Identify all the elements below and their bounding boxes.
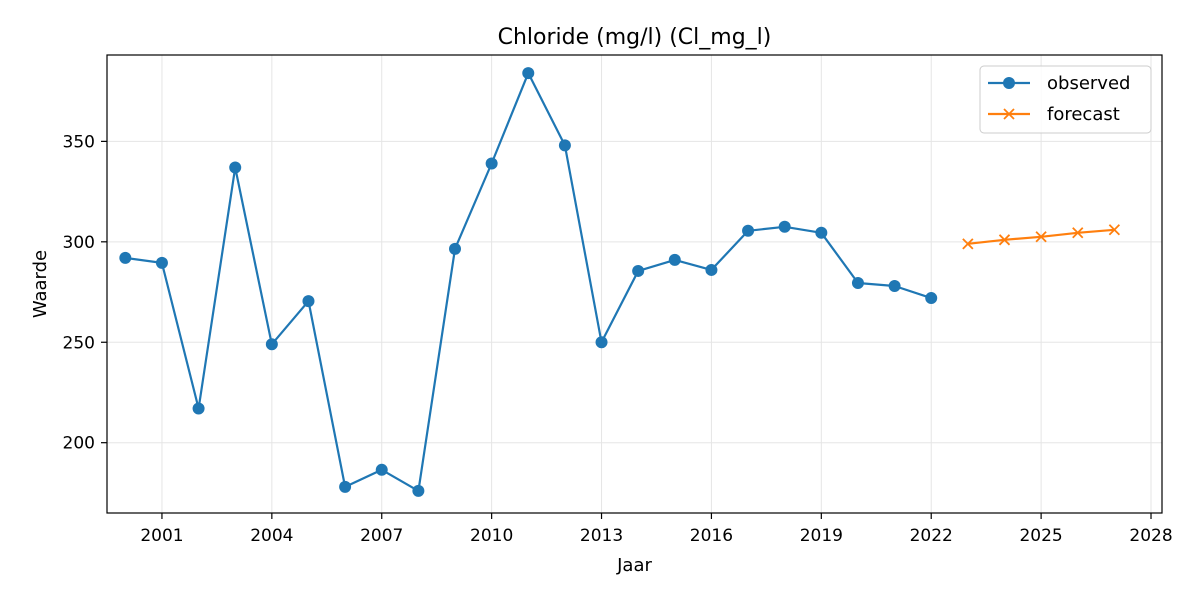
- x-marker-stroke: [1072, 227, 1084, 239]
- data-point-observed: [888, 280, 901, 293]
- data-point-observed: [815, 226, 828, 239]
- x-tick-label: 2022: [910, 526, 953, 546]
- x-tick-label: 2010: [470, 526, 513, 546]
- data-point-observed: [412, 484, 425, 497]
- data-point-observed: [595, 336, 608, 349]
- data-point-observed: [705, 263, 718, 276]
- data-point-observed: [375, 463, 388, 476]
- data-point-observed: [742, 224, 755, 237]
- x-tick-label: 2007: [360, 526, 403, 546]
- y-tick-label: 300: [63, 233, 95, 253]
- x-tick-label: 2025: [1019, 526, 1062, 546]
- legend: observed forecast: [979, 65, 1152, 134]
- data-point-observed: [339, 480, 352, 493]
- x-tick-label: 2001: [140, 526, 183, 546]
- data-point-observed: [302, 295, 315, 308]
- legend-item-forecast: forecast: [988, 104, 1120, 125]
- data-point-observed: [265, 338, 278, 351]
- data-point-observed: [851, 276, 864, 289]
- data-point-observed: [155, 256, 168, 269]
- x-marker-stroke: [962, 238, 974, 250]
- data-point-forecast: [1072, 227, 1084, 239]
- data-point-observed: [119, 251, 132, 264]
- x-tick-label: 2013: [580, 526, 623, 546]
- x-axis: 2001 2004 2007 2010 2013 2016 2019 2022 2025 2028: [140, 513, 1173, 546]
- y-tick-label: 250: [63, 333, 95, 353]
- series-layer: [119, 67, 1121, 497]
- data-point-observed: [632, 264, 645, 277]
- y-tick-label: 350: [63, 132, 95, 152]
- x-tick-label: 2019: [800, 526, 843, 546]
- data-point-observed: [778, 220, 791, 233]
- data-point-observed: [668, 253, 681, 266]
- data-point-observed: [522, 67, 535, 80]
- series-line-observed: [125, 71, 932, 492]
- x-tick-label: 2016: [690, 526, 733, 546]
- plot-frame: [106, 54, 1163, 514]
- x-marker-stroke: [1108, 224, 1121, 236]
- legend-marker: [1003, 77, 1015, 89]
- data-point-observed: [449, 242, 462, 255]
- x-marker-stroke: [1035, 231, 1047, 243]
- data-point-observed: [485, 157, 498, 170]
- x-marker-stroke: [998, 234, 1011, 246]
- data-point-observed: [192, 402, 205, 415]
- data-point-observed: [558, 139, 571, 152]
- legend-label: forecast: [1047, 104, 1120, 125]
- y-axis-label: Waarde: [30, 250, 51, 318]
- x-tick-label: 2004: [250, 526, 293, 546]
- x-axis-label: Jaar: [616, 555, 652, 576]
- data-point-forecast: [1035, 231, 1047, 243]
- data-point-forecast: [998, 234, 1011, 246]
- legend-marker: [1003, 108, 1015, 120]
- legend-label: observed: [1047, 73, 1130, 94]
- data-point-observed: [229, 161, 242, 174]
- data-point-forecast: [1108, 224, 1121, 236]
- y-tick-label: 200: [63, 434, 95, 454]
- data-point-observed: [925, 292, 938, 305]
- x-tick-label: 2028: [1129, 526, 1172, 546]
- y-axis: 200 250 300 350: [63, 132, 107, 454]
- chart-title: Chloride (mg/l) (Cl_mg_l): [498, 25, 772, 50]
- data-point-forecast: [962, 238, 974, 250]
- legend-item-observed: observed: [988, 73, 1130, 94]
